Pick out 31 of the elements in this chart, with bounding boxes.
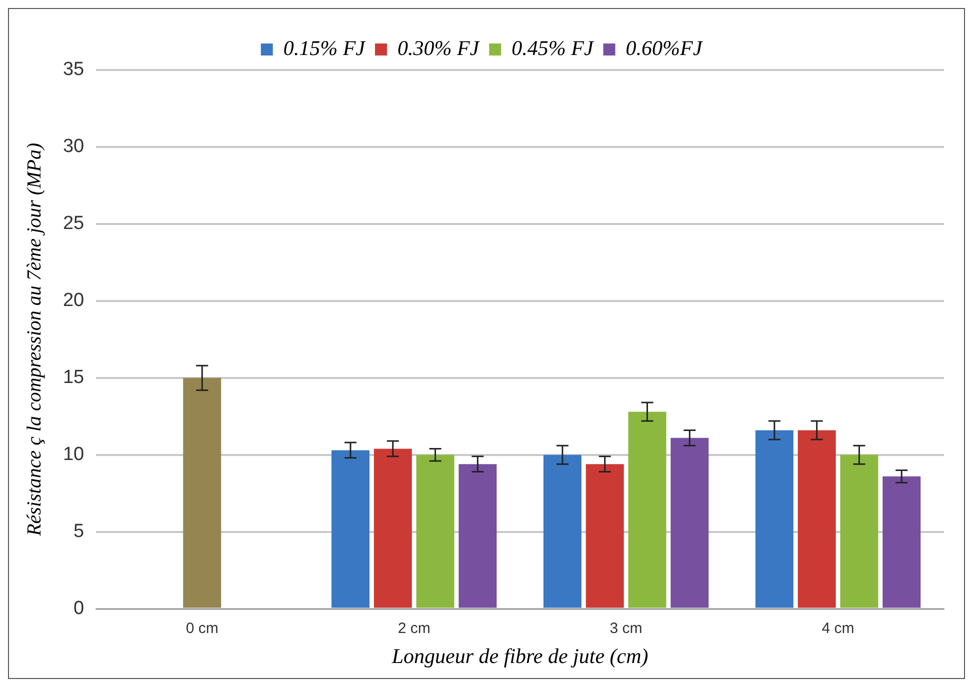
bar: [543, 454, 582, 608]
bar: [586, 464, 624, 608]
bar: [755, 430, 794, 608]
y-tick-label: 10: [62, 444, 84, 466]
y-axis-title: Résistance ç la compression au 7ème jour (MPa): [23, 142, 46, 537]
bar: [840, 454, 878, 608]
bar: [458, 464, 497, 608]
y-tick-label: 25: [62, 213, 84, 234]
bar: [882, 476, 921, 608]
bar: [183, 378, 222, 608]
x-tick-label: 4 cm: [822, 620, 854, 637]
y-tick-label: 15: [62, 367, 84, 388]
legend-label: 0.30% FJ: [397, 36, 481, 60]
y-tick-label: 20: [62, 290, 84, 312]
x-tick-label: 3 cm: [610, 620, 642, 637]
bar: [416, 454, 454, 608]
legend-label: 0.60%FJ: [626, 36, 704, 60]
legend-label: 0.45% FJ: [512, 36, 595, 60]
x-axis-title: Longueur de fibre de jute (cm): [390, 644, 648, 668]
y-tick-label: 5: [74, 521, 84, 542]
bar: [331, 450, 370, 608]
y-tick-label: 0: [74, 598, 84, 620]
bar: [798, 430, 836, 608]
x-tick-label: 0 cm: [186, 620, 218, 637]
y-tick-label: 30: [62, 136, 84, 158]
bar: [374, 448, 412, 608]
legend-label: 0.15% FJ: [283, 36, 367, 60]
bar: [670, 438, 709, 608]
bar: [628, 412, 666, 608]
x-tick-label: 2 cm: [398, 620, 430, 637]
y-tick-label: 35: [62, 59, 84, 80]
